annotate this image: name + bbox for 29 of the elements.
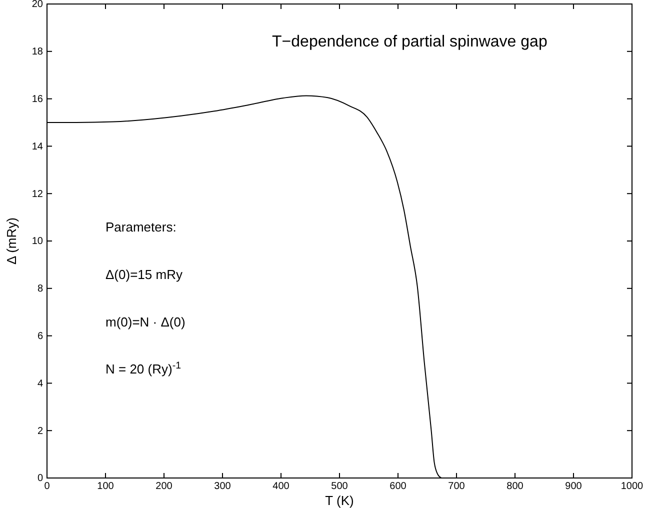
y-tick-label: 2 [37, 426, 44, 437]
y-tick-label: 6 [37, 331, 44, 342]
x-axis-title: T (K) [325, 493, 354, 508]
y-tick-label: 14 [32, 141, 44, 152]
x-tick-label: 300 [214, 481, 232, 492]
x-tick-label: 800 [506, 481, 524, 492]
y-tick-label: 16 [32, 94, 44, 105]
x-tick-label: 100 [97, 481, 114, 492]
x-tick-label: 0 [44, 481, 50, 492]
annotation: Parameters: [106, 220, 176, 235]
x-tick-label: 1000 [620, 481, 644, 492]
y-axis-title: Δ (mRy) [4, 218, 19, 264]
y-tick-label: 12 [32, 188, 44, 200]
x-tick-label: 600 [390, 481, 407, 492]
y-tick-label: 0 [37, 473, 44, 484]
annotation: m(0)=N · Δ(0) [106, 314, 186, 330]
y-tick-label: 20 [32, 0, 44, 10]
annotation: T−dependence of partial spinwave gap [272, 34, 548, 51]
x-tick-label: 400 [272, 481, 290, 492]
y-tick-label: 8 [37, 284, 44, 295]
y-tick-label: 18 [32, 46, 44, 58]
x-tick-label: 900 [565, 481, 582, 492]
x-tick-label: 200 [156, 481, 173, 492]
x-tick-label: 700 [448, 481, 466, 492]
x-tick-label: 500 [331, 481, 348, 492]
annotation: N = 20 (Ry)$^{-1}$ [106, 360, 181, 377]
y-tick-label: 10 [32, 236, 44, 248]
y-tick-label: 4 [37, 378, 44, 390]
annotation: Δ(0)=15 mRy [106, 266, 183, 282]
